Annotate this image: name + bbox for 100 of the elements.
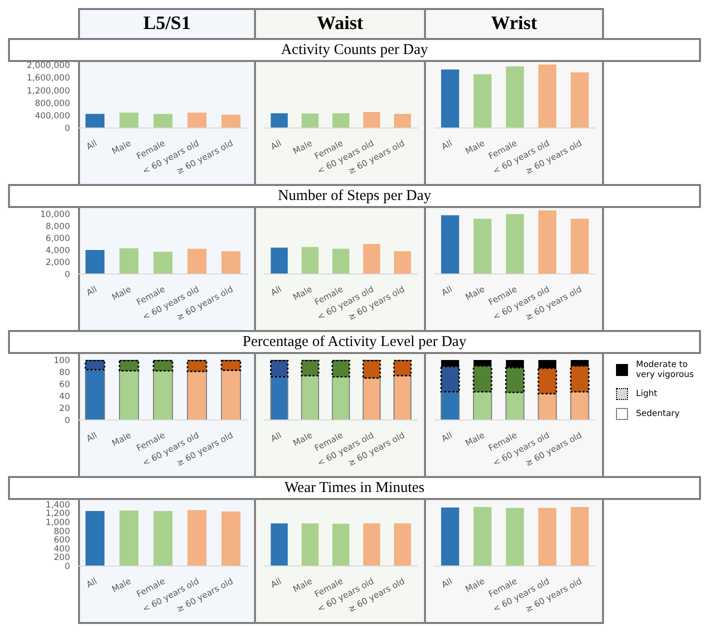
bar [506,214,524,274]
bar [220,360,242,371]
y-tick-label: 600 [54,536,70,546]
bar [570,72,589,128]
bar [538,64,556,128]
bar [538,210,556,274]
bar [474,74,492,128]
y-tick-label: 1,600,000 [26,74,70,84]
bar [506,66,524,128]
chart-title: Activity Counts per Day [8,38,701,62]
y-tick-label: 1,400 [46,500,70,510]
y-tick-label: 800 [54,526,70,537]
bar [474,218,492,274]
bar [84,369,105,420]
x-tick-label: Male [464,576,487,596]
bar [301,375,320,420]
x-tick-label: All [269,430,284,445]
x-tick-label: Male [110,576,134,596]
chart-subtitle: Wrist [426,8,604,38]
y-tick-label: 1,000 [46,518,70,528]
chart-subtitle: Waist [256,8,426,38]
y-tick-label: 0 [64,270,70,280]
x-tick-label: Male [110,284,134,304]
y-tick-label: 80 [59,368,70,378]
bar [186,370,207,420]
bar [441,70,460,128]
bar [570,218,589,274]
x-tick-label: Male [292,138,314,158]
y-tick-label: 4,000 [46,246,70,256]
bar [332,376,350,420]
x-tick-label: All [440,138,454,153]
bar [270,248,288,274]
bar [393,375,412,420]
chart-title: Percentage of Activity Level per Day [8,330,701,354]
legend-label: Sedentary [636,409,681,419]
x-tick-label: Male [110,430,134,450]
y-tick-label: 400 [54,544,70,554]
x-tick-label: Male [292,430,314,450]
bar [220,370,241,420]
bar [270,376,288,420]
text: Light [636,389,658,399]
chart-title: Wear Times in Minutes [8,476,701,500]
x-tick-label: All [269,576,284,591]
bar [505,392,524,420]
bar [363,244,380,274]
y-tick-label: 0 [64,416,70,426]
y-tick-label: 100 [54,356,70,366]
bar [332,248,350,274]
y-tick-label: 200 [54,553,70,564]
bar [302,247,319,274]
x-tick-label: All [440,284,454,299]
y-tick-label: 2,000,000 [26,61,70,72]
bar [362,378,381,420]
bar [362,360,381,379]
y-tick-label: 40 [59,392,70,402]
y-tick-label: 400,000 [34,111,70,122]
y-tick-label: 0 [64,562,70,572]
bar [440,391,460,420]
x-tick-label: All [85,576,100,591]
x-tick-label: All [85,138,100,153]
bar [84,360,106,370]
x-tick-label: Male [110,138,134,158]
bar [186,360,208,372]
y-tick-label: 6,000 [46,234,70,244]
bar [152,370,173,420]
x-tick-label: Male [464,430,487,450]
x-tick-label: Male [292,576,314,596]
x-tick-label: All [85,284,100,299]
bar [270,360,289,378]
x-tick-label: All [440,576,454,591]
bar [118,370,139,420]
x-tick-label: All [269,138,284,153]
y-tick-label: 1,200 [46,509,70,520]
y-tick-label: 8,000 [46,222,70,232]
y-tick-label: 1,200,000 [26,86,70,96]
x-tick-label: Male [292,284,314,304]
y-tick-label: 800,000 [34,98,70,109]
bar [300,360,320,376]
bar [118,360,140,372]
bar [152,360,174,372]
bar [394,251,411,274]
y-tick-label: 0 [64,124,70,134]
y-tick-label: 60 [59,380,70,390]
bar [441,215,460,274]
y-tick-label: 20 [59,404,70,414]
x-tick-label: All [85,430,100,445]
x-tick-label: All [269,284,284,299]
bar [538,393,557,420]
y-tick-label: 10,000 [40,210,70,220]
bar [332,360,350,378]
bar [570,391,590,420]
y-tick-label: 2,000 [46,258,70,268]
bar [473,391,492,420]
x-tick-label: Male [464,138,487,158]
x-tick-label: Male [464,284,487,304]
chart-subtitle: L5/S1 [78,8,256,38]
x-tick-label: All [440,430,454,445]
legend-label: Moderate to very vigorous [636,360,695,380]
chart-title: Number of Steps per Day [8,184,701,208]
bar [393,360,412,376]
